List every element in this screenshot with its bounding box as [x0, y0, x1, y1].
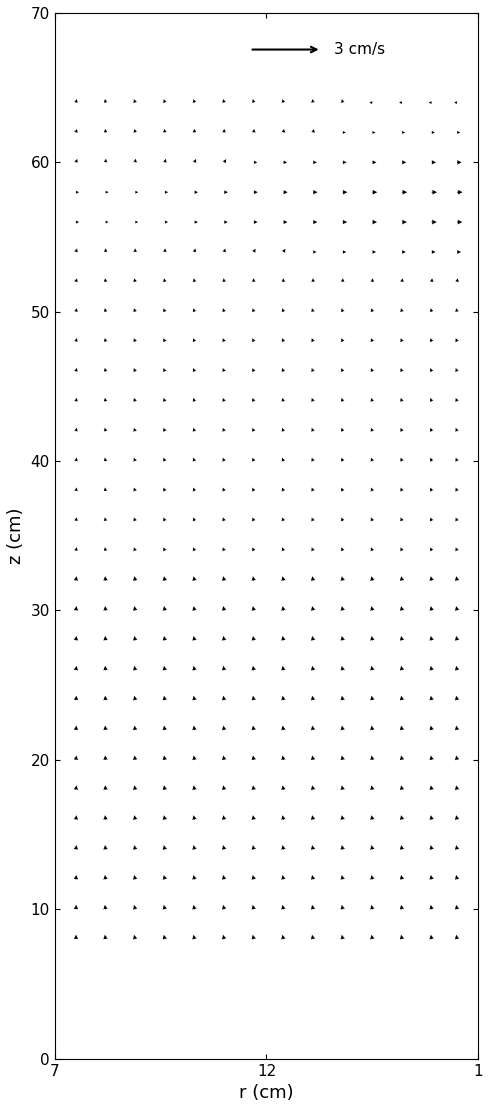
- Text: 3 cm/s: 3 cm/s: [334, 42, 385, 57]
- X-axis label: r (cm): r (cm): [239, 1085, 294, 1102]
- Y-axis label: z (cm): z (cm): [7, 508, 25, 564]
